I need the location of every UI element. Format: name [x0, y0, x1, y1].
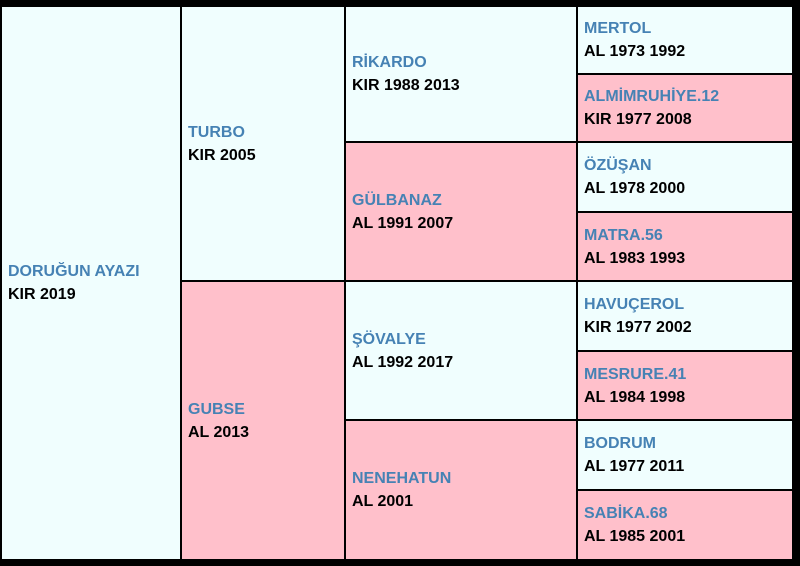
horse-info: AL 1985 2001: [584, 528, 686, 545]
horse-info: AL 2013: [188, 423, 250, 441]
horse-name[interactable]: MATRA.56: [584, 226, 663, 244]
horse-name[interactable]: TURBO: [188, 123, 245, 141]
horse-name[interactable]: GÜLBANAZ: [352, 191, 442, 209]
horse-info: AL 1978 2000: [584, 180, 686, 197]
gen4-cell: SABİKA.68 AL 1985 2001: [578, 491, 792, 559]
horse-info: KIR 1988 2013: [352, 77, 460, 94]
gen4-cell: ÖZÜŞAN AL 1978 2000: [578, 143, 792, 211]
gen4-cell: HAVUÇEROL KIR 1977 2002: [578, 282, 792, 350]
horse-name[interactable]: MESRURE.41: [584, 365, 687, 383]
dam-cell: GUBSE AL 2013: [182, 282, 344, 559]
gen4-cell: MATRA.56 AL 1983 1993: [578, 213, 792, 280]
gen3-cell: GÜLBANAZ AL 1991 2007: [346, 143, 576, 280]
gen4-cell: BODRUM AL 1977 2011: [578, 421, 792, 489]
horse-name[interactable]: ALMİMRUHİYE.12: [584, 88, 720, 105]
horse-name[interactable]: ŞÖVALYE: [352, 330, 426, 348]
horse-name[interactable]: ÖZÜŞAN: [584, 157, 652, 174]
gen3-cell: RİKARDO KIR 1988 2013: [346, 7, 576, 141]
horse-info: AL 1983 1993: [584, 249, 686, 267]
horse-info: AL 2001: [352, 493, 414, 510]
sire-cell: TURBO KIR 2005: [182, 7, 344, 280]
horse-info: KIR 2019: [8, 286, 76, 303]
gen4-cell: MESRURE.41 AL 1984 1998: [578, 352, 792, 419]
horse-info: AL 1984 1998: [584, 388, 686, 406]
horse-name[interactable]: MERTOL: [584, 20, 652, 37]
gen4-cell: ALMİMRUHİYE.12 KIR 1977 2008: [578, 75, 792, 141]
horse-info: KIR 2005: [188, 146, 256, 164]
horse-info: KIR 1977 2002: [584, 319, 692, 336]
horse-info: AL 1992 2017: [352, 353, 454, 371]
horse-name[interactable]: DORUĞUN AYAZI: [8, 263, 140, 280]
gen3-cell: ŞÖVALYE AL 1992 2017: [346, 282, 576, 419]
horse-name[interactable]: SABİKA.68: [584, 505, 668, 522]
horse-info: AL 1991 2007: [352, 214, 454, 232]
horse-info: AL 1977 2011: [584, 458, 685, 475]
horse-info: KIR 1977 2008: [584, 111, 692, 128]
subject-horse-cell: DORUĞUN AYAZI KIR 2019: [2, 7, 180, 559]
gen4-cell: MERTOL AL 1973 1992: [578, 7, 792, 73]
horse-name[interactable]: RİKARDO: [352, 54, 427, 71]
horse-name[interactable]: HAVUÇEROL: [584, 296, 685, 313]
horse-name[interactable]: NENEHATUN: [352, 470, 452, 487]
horse-name[interactable]: GUBSE: [188, 400, 245, 418]
horse-info: AL 1973 1992: [584, 43, 686, 60]
horse-name[interactable]: BODRUM: [584, 435, 656, 452]
gen3-cell: NENEHATUN AL 2001: [346, 421, 576, 559]
